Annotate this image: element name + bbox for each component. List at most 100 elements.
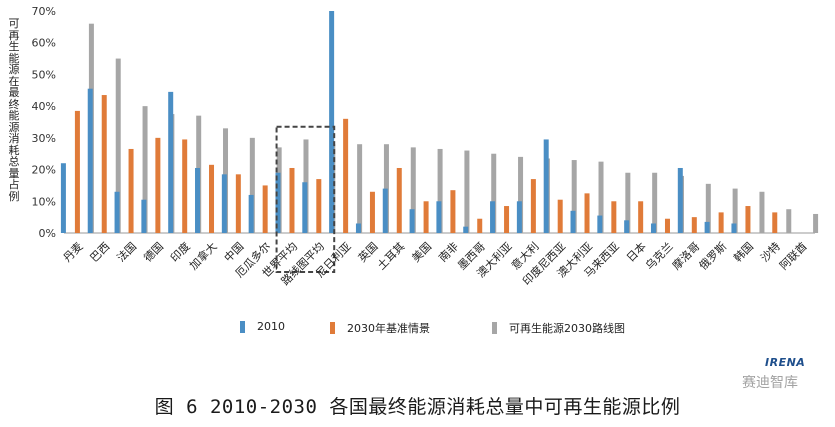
x-tick-label: 韩国 [731,239,756,264]
x-tick-label: 加拿大 [186,239,219,272]
source-logo: IRENA [765,356,806,369]
bar-可再生能源2030路线图-法国 [142,106,148,233]
bar-2010-德国 [141,199,147,233]
bar-可再生能源2030路线图-尼日利亚 [357,144,363,233]
x-tick-label: 美国 [409,240,434,265]
bar-2010-丹麦 [60,163,66,233]
highlight-box [275,125,336,273]
bar-可再生能源2030路线图-澳大利亚 [598,161,604,233]
x-tick-label: 丹麦 [61,240,86,265]
bar-2010-马来西亚 [597,215,603,233]
bar-可再生能源2030路线图-南非 [464,150,470,233]
bar-2030年基准情景-印度 [182,139,188,233]
bar-可再生能源2030路线图-韩国 [759,191,765,233]
bar-2030年基准情景-世界平均 [289,167,295,233]
bar-2010-加拿大 [195,167,201,233]
bar-可再生能源2030路线图-美国 [437,148,443,233]
legend-label-roadmap: 可再生能源2030路线图 [509,322,625,335]
bar-2030年基准情景-路线图平均 [316,179,322,233]
legend: 2010 2030年基准情景 可再生能源2030路线图 [0,320,835,340]
bar-2030年基准情景-加拿大 [209,164,215,233]
bar-2010-韩国 [731,223,737,233]
bar-2010-印度 [168,91,174,233]
y-tick-label: 50% [32,68,56,81]
bar-2030年基准情景-印度尼西亚 [557,199,563,233]
legend-item-2010: 2010 [240,320,285,333]
bar-2030年基准情景-沙特 [772,212,778,233]
bar-2030年基准情景-墨西哥 [477,218,483,233]
bar-2030年基准情景-厄瓜多尔 [262,185,268,233]
bar-2030年基准情景-日本 [638,201,644,233]
bar-2030年基准情景-丹麦 [74,110,80,233]
bar-2010-墨西哥 [463,226,469,233]
y-tick-label: 10% [32,195,56,208]
bar-2030年基准情景-美国 [423,201,429,233]
bar-2010-路线图平均 [302,182,308,233]
legend-swatch-roadmap [492,322,497,334]
x-tick-label: 摩洛哥 [669,239,702,272]
bar-2030年基准情景-摩洛哥 [691,217,697,233]
x-tick-label: 乌克兰 [642,239,675,272]
y-tick-label: 20% [32,164,56,177]
x-tick-label: 德国 [141,239,166,264]
bar-2030年基准情景-澳大利亚 [584,193,590,233]
bar-可再生能源2030路线图-阿联酋 [813,213,819,233]
bar-2010-意大利 [516,201,522,233]
bar-2030年基准情景-法国 [128,148,134,233]
x-tick-label: 阿联酋 [776,239,809,272]
bar-2010-法国 [114,191,120,233]
legend-item-2030-baseline: 2030年基准情景 [330,320,430,336]
bar-2010-澳大利亚 [490,201,496,233]
bar-可再生能源2030路线图-沙特 [786,209,792,233]
bar-可再生能源2030路线图-马来西亚 [625,172,631,233]
bar-可再生能源2030路线图-中国 [249,137,255,233]
bar-可再生能源2030路线图-日本 [652,172,658,233]
chart-x-labels: 丹麦 巴西 法国 德国 印度加拿大 中国厄瓜多尔世界平均路线图平均尼日利亚 英国土耳其 美国南… [61,239,810,288]
bar-2030年基准情景-意大利 [530,179,536,233]
bar-2030年基准情景-尼日利亚 [343,118,349,233]
bar-2030年基准情景-德国 [155,137,161,233]
chart-axes: 0% 10% 20% 30% 40% 50% 60% 70% [32,5,815,240]
legend-swatch-2010 [240,320,245,333]
bar-2010-乌克兰 [650,223,656,233]
bar-2010-尼日利亚 [329,11,335,233]
bar-可再生能源2030路线图-土耳其 [410,147,416,233]
bar-可再生能源2030路线图-澳大利亚 [518,156,524,233]
legend-swatch-2030-baseline [330,322,335,334]
bar-2030年基准情景-乌克兰 [664,218,670,233]
y-tick-label: 40% [32,100,56,113]
bar-2030年基准情景-俄罗斯 [718,212,724,233]
y-tick-label: 70% [32,5,56,18]
y-tick-label: 60% [32,37,56,50]
bar-2010-日本 [624,220,630,233]
bar-2030年基准情景-英国 [369,191,375,233]
y-tick-label: 30% [32,132,56,145]
bar-可再生能源2030路线图-摩洛哥 [705,183,711,233]
bar-2010-印度尼西亚 [543,139,549,233]
bar-2010-南非 [436,201,442,233]
x-tick-label: 巴西 [88,240,113,265]
bar-2030年基准情景-土耳其 [396,167,402,233]
x-tick-label: 俄罗斯 [697,240,730,273]
bar-可再生能源2030路线图-俄罗斯 [732,188,738,233]
bar-2030年基准情景-马来西亚 [611,201,617,233]
bar-2010-澳大利亚 [570,210,576,233]
bar-可再生能源2030路线图-巴西 [115,58,121,234]
bar-2030年基准情景-澳大利亚 [504,206,510,233]
bar-2030年基准情景-中国 [235,174,241,233]
bar-2010-厄瓜多尔 [248,194,254,233]
y-axis-label: 可再生能源在最终能源消耗总量占例 [8,17,20,203]
bar-可再生能源2030路线图-墨西哥 [491,153,497,233]
bar-2030年基准情景-巴西 [101,95,107,234]
watermark: 赛迪智库 [742,375,798,391]
x-tick-label: 法国 [114,239,139,264]
bar-2010-美国 [409,209,415,233]
bar-2010-巴西 [87,88,93,233]
bar-2010-土耳其 [382,188,388,233]
bar-2010-摩洛哥 [677,167,683,233]
bar-2030年基准情景-南非 [450,190,456,233]
bar-2010-英国 [355,223,361,233]
legend-label-2030-baseline: 2030年基准情景 [347,322,430,335]
legend-item-roadmap: 可再生能源2030路线图 [492,320,625,336]
